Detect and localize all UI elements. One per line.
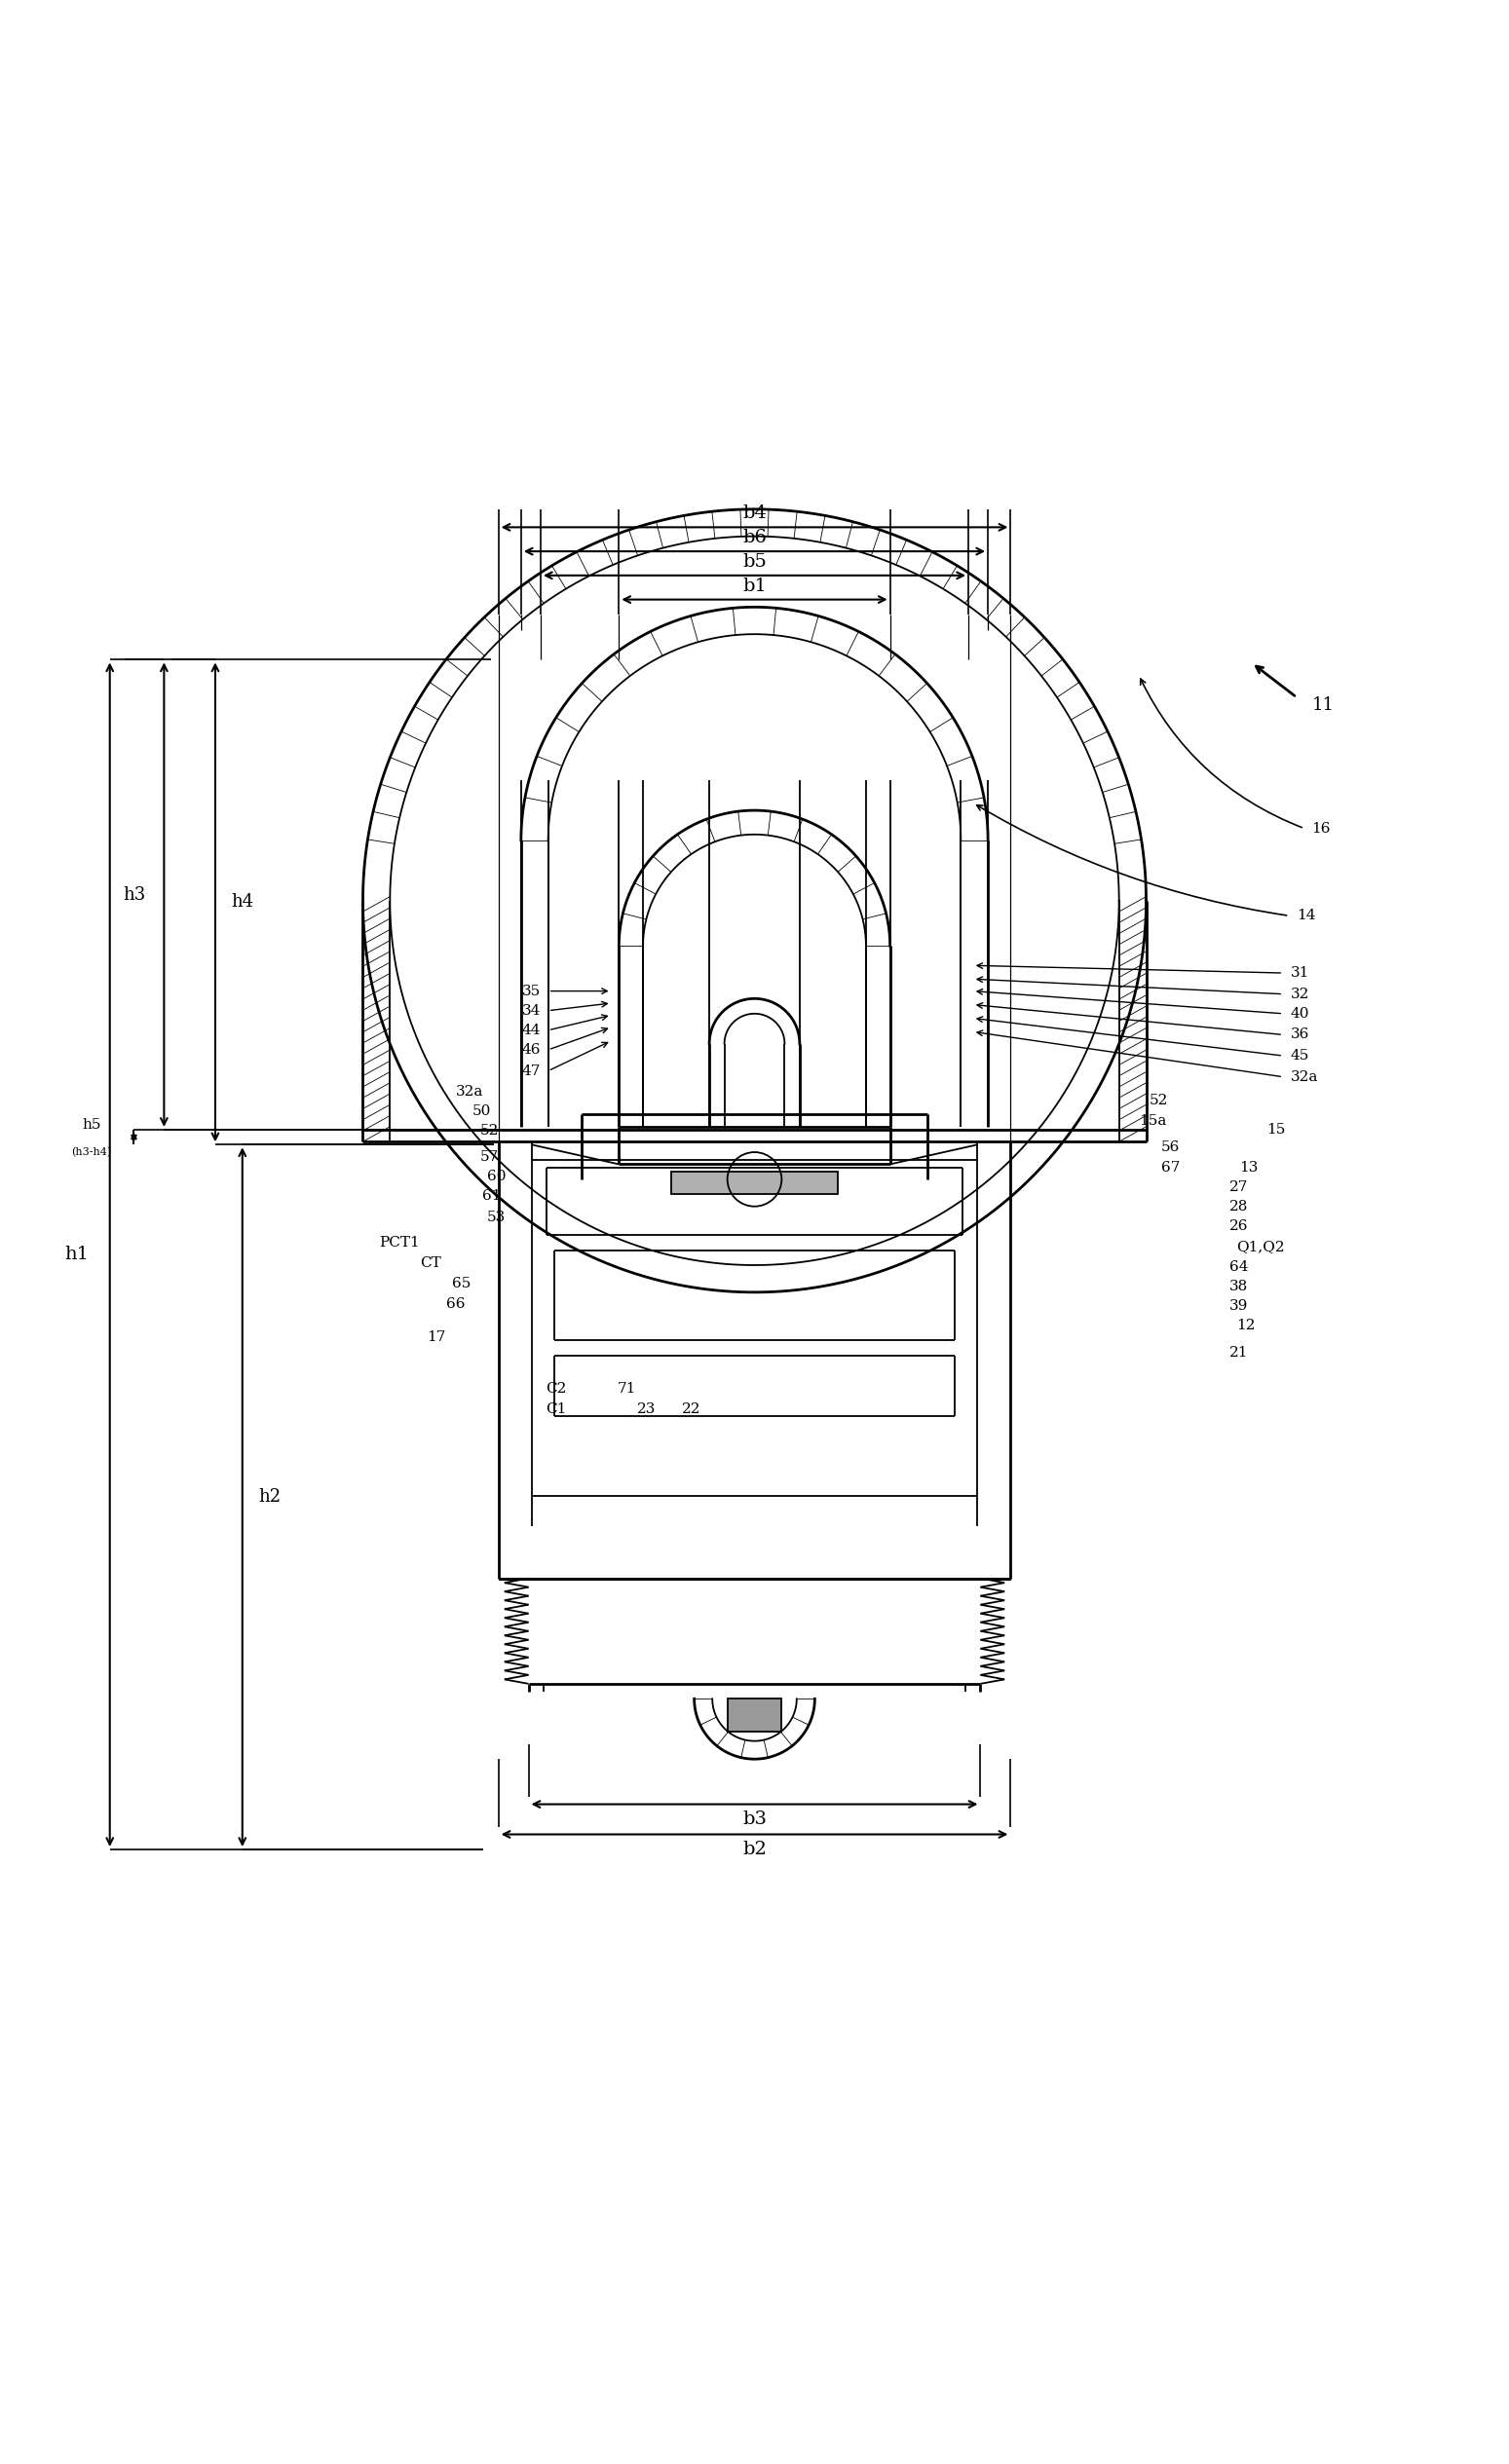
Text: 12: 12 bbox=[1236, 1318, 1255, 1333]
Text: 40: 40 bbox=[1290, 1008, 1310, 1020]
Text: 32: 32 bbox=[1290, 988, 1310, 1000]
Text: C1: C1 bbox=[545, 1402, 566, 1417]
Text: 17: 17 bbox=[427, 1331, 445, 1345]
Text: 61: 61 bbox=[483, 1190, 501, 1202]
Text: 52: 52 bbox=[1150, 1094, 1168, 1109]
Text: 50: 50 bbox=[472, 1104, 490, 1119]
Text: 26: 26 bbox=[1228, 1220, 1248, 1232]
Bar bbox=[727, 1698, 782, 1732]
Text: 60: 60 bbox=[487, 1170, 506, 1183]
Text: Q1,Q2: Q1,Q2 bbox=[1236, 1239, 1284, 1254]
Text: 38: 38 bbox=[1228, 1279, 1248, 1294]
Text: 21: 21 bbox=[1228, 1345, 1248, 1360]
Text: h2: h2 bbox=[258, 1488, 281, 1506]
Text: b5: b5 bbox=[742, 552, 767, 572]
Text: 13: 13 bbox=[1239, 1161, 1259, 1173]
Text: 46: 46 bbox=[522, 1042, 540, 1057]
Text: b4: b4 bbox=[742, 505, 767, 522]
Text: 22: 22 bbox=[682, 1402, 700, 1417]
Text: 39: 39 bbox=[1228, 1299, 1248, 1313]
Text: 66: 66 bbox=[447, 1299, 465, 1311]
Text: h3: h3 bbox=[122, 887, 145, 904]
Text: 52: 52 bbox=[480, 1124, 498, 1138]
Text: 35: 35 bbox=[522, 983, 540, 998]
Text: CT: CT bbox=[420, 1257, 441, 1271]
Text: (h3-h4): (h3-h4) bbox=[71, 1148, 112, 1158]
Bar bbox=[672, 1173, 837, 1195]
Text: h5: h5 bbox=[81, 1119, 101, 1131]
Text: 15a: 15a bbox=[1139, 1114, 1166, 1129]
Text: 32a: 32a bbox=[1290, 1069, 1319, 1084]
Text: PCT1: PCT1 bbox=[379, 1237, 420, 1249]
Text: 31: 31 bbox=[1290, 966, 1310, 981]
Text: 11: 11 bbox=[1311, 697, 1334, 715]
Text: 57: 57 bbox=[480, 1151, 498, 1163]
Text: 16: 16 bbox=[1311, 821, 1331, 835]
Text: 65: 65 bbox=[453, 1276, 471, 1291]
Text: 23: 23 bbox=[637, 1402, 655, 1417]
Text: 71: 71 bbox=[617, 1382, 635, 1395]
Text: 14: 14 bbox=[1296, 909, 1316, 922]
Text: 34: 34 bbox=[522, 1003, 540, 1018]
Text: 53: 53 bbox=[487, 1210, 506, 1225]
Text: C2: C2 bbox=[545, 1382, 566, 1395]
Text: 56: 56 bbox=[1162, 1141, 1180, 1156]
Text: 64: 64 bbox=[1228, 1259, 1248, 1274]
Text: b2: b2 bbox=[742, 1841, 767, 1858]
Text: 27: 27 bbox=[1228, 1180, 1248, 1193]
Text: 32a: 32a bbox=[456, 1084, 483, 1099]
Text: 28: 28 bbox=[1228, 1200, 1248, 1212]
Text: b1: b1 bbox=[742, 577, 767, 594]
Text: 45: 45 bbox=[1290, 1050, 1310, 1062]
Text: 36: 36 bbox=[1290, 1027, 1310, 1042]
Text: b3: b3 bbox=[742, 1811, 767, 1828]
Text: 15: 15 bbox=[1266, 1124, 1286, 1136]
Text: h4: h4 bbox=[231, 894, 254, 912]
Text: h1: h1 bbox=[65, 1247, 89, 1264]
Text: 67: 67 bbox=[1162, 1161, 1180, 1173]
Text: 44: 44 bbox=[522, 1023, 540, 1037]
Text: 47: 47 bbox=[522, 1064, 540, 1077]
Text: b6: b6 bbox=[742, 530, 767, 547]
